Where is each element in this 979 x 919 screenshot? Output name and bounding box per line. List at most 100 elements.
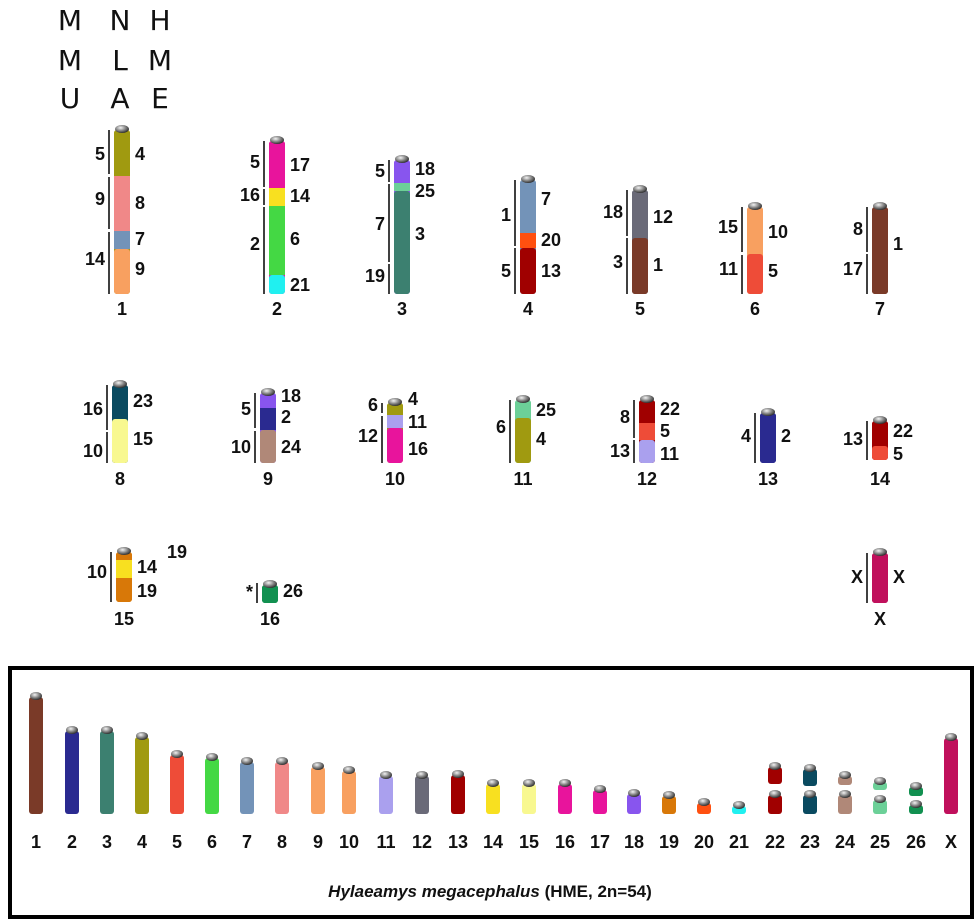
- hme-chromosome: [486, 784, 500, 814]
- mmu-label: 16: [240, 185, 260, 205]
- hme-chromosome: [379, 776, 393, 814]
- chromosome-segment: [747, 207, 763, 254]
- centromere: [276, 757, 288, 765]
- hme-label: 12: [653, 207, 673, 227]
- centromere: [66, 726, 78, 734]
- centromere: [594, 785, 606, 793]
- hme-chromosome-number: 3: [102, 832, 112, 852]
- chromosome-number: 8: [115, 469, 125, 489]
- hme-chromosome: [558, 784, 572, 814]
- hme-chromosome-number: 10: [339, 832, 359, 852]
- hme-label: 22: [660, 399, 680, 419]
- hme-chromosome-number: 14: [483, 832, 503, 852]
- hme-label: 3: [415, 224, 425, 244]
- mmu-label: 6: [368, 395, 378, 415]
- hme-label: 14: [137, 557, 157, 577]
- centromere: [115, 125, 129, 133]
- centromere: [241, 757, 253, 765]
- centromere: [873, 548, 887, 556]
- hme-chromosome: [275, 762, 289, 814]
- mmu-label: 5: [241, 399, 251, 419]
- chromosome-segment: [394, 160, 410, 183]
- caption: Hylaeamys megacephalus (HME, 2n=54): [328, 882, 652, 901]
- centromere: [640, 395, 654, 403]
- mmu-label: 8: [853, 219, 863, 239]
- header-letter: M: [148, 44, 172, 77]
- karyotype-figure: Hylaeamys megacephalus (HME, 2n=54) MMUN…: [0, 0, 979, 919]
- chromosome-number: 4: [523, 299, 533, 319]
- hme-label: 4: [135, 144, 145, 164]
- hme-label: 19: [167, 542, 187, 562]
- chromosome-number: 3: [397, 299, 407, 319]
- hme-chromosome: [135, 737, 149, 814]
- hme-chromosome-number: 16: [555, 832, 575, 852]
- header-letter: L: [112, 44, 128, 77]
- chromosome-number: 13: [758, 469, 778, 489]
- centromere: [263, 580, 277, 588]
- centromere: [839, 790, 851, 798]
- mmu-label: 10: [87, 562, 107, 582]
- hme-label: 18: [415, 159, 435, 179]
- chromosome-segment: [632, 238, 648, 294]
- mmu-label: 18: [603, 202, 623, 222]
- hme-label: 5: [768, 261, 778, 281]
- hme-chromosome-number: 8: [277, 832, 287, 852]
- centromere: [136, 732, 148, 740]
- centromere: [30, 692, 42, 700]
- hme-label: 26: [283, 581, 303, 601]
- centromere: [873, 202, 887, 210]
- hme-chromosome: [240, 762, 254, 814]
- hme-label: 25: [536, 400, 556, 420]
- chromosome-segment: [520, 233, 536, 248]
- hme-chromosome: [65, 731, 79, 814]
- centromere: [874, 795, 886, 803]
- hme-label: 11: [408, 412, 427, 432]
- chromosome-number: 2: [272, 299, 282, 319]
- centromere: [113, 380, 127, 388]
- mmu-label: 10: [83, 441, 103, 461]
- caption-details: (HME, 2n=54): [545, 882, 652, 901]
- centromere: [516, 395, 530, 403]
- mmu-label: 9: [95, 189, 105, 209]
- centromere: [761, 408, 775, 416]
- hme-chromosome: [593, 790, 607, 814]
- hme-label: 1: [653, 255, 663, 275]
- centromere: [388, 398, 402, 406]
- mmu-label: 13: [843, 429, 863, 449]
- hme-chromosome-number: 26: [906, 832, 926, 852]
- chromosome-segment: [112, 419, 128, 463]
- centromere: [416, 771, 428, 779]
- hme-chromosome-number: 23: [800, 832, 820, 852]
- chromosome-segment: [114, 249, 130, 294]
- hme-chromosome: [944, 738, 958, 814]
- chromosome-segment: [515, 418, 531, 463]
- hme-chromosome: [29, 697, 43, 814]
- chromosome-number: X: [874, 609, 886, 629]
- hme-chromosome-number: 9: [313, 832, 323, 852]
- chromosome-segment: [269, 206, 285, 275]
- chromosome-segment: [394, 191, 410, 294]
- hme-label: 7: [135, 229, 145, 249]
- chromosome-segment: [394, 183, 410, 191]
- chromosome-segment: [114, 231, 130, 249]
- hme-chromosome-number: 18: [624, 832, 644, 852]
- mmu-label: 8: [620, 407, 630, 427]
- chromosome-number: 10: [385, 469, 405, 489]
- hme-chromosome-number: 11: [376, 832, 395, 852]
- mmu-label: 17: [843, 259, 863, 279]
- hme-chromosome: [342, 771, 356, 814]
- hme-chromosome-number: 25: [870, 832, 890, 852]
- mmu-label: 5: [501, 261, 511, 281]
- hme-label: 4: [408, 389, 418, 409]
- mmu-label: *: [246, 582, 253, 602]
- mmu-label: 4: [741, 426, 751, 446]
- hme-label: 11: [660, 444, 679, 464]
- hme-chromosome-number: 20: [694, 832, 714, 852]
- centromere: [380, 771, 392, 779]
- hme-chromosome-number: 19: [659, 832, 679, 852]
- chromosome-segment: [872, 421, 888, 446]
- centromere: [804, 790, 816, 798]
- hme-chromosome-number: X: [945, 832, 957, 852]
- hme-chromosome-number: 5: [172, 832, 182, 852]
- hme-chromosome-number: 12: [412, 832, 432, 852]
